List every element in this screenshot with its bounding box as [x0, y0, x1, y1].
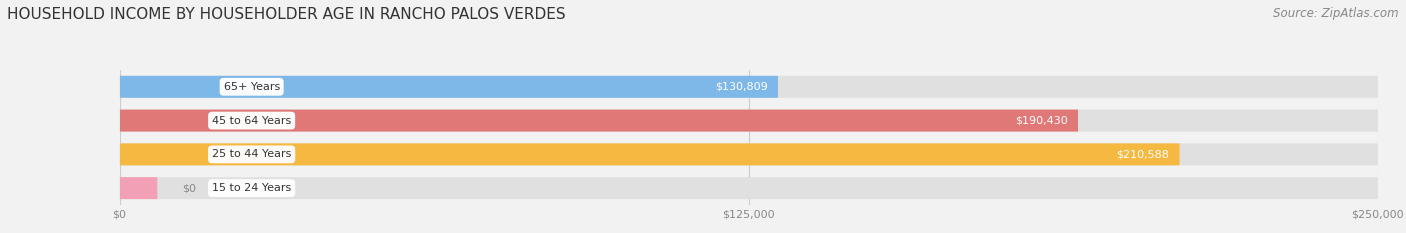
Text: 45 to 64 Years: 45 to 64 Years	[212, 116, 291, 126]
Text: $190,430: $190,430	[1015, 116, 1069, 126]
FancyBboxPatch shape	[120, 143, 1180, 165]
FancyBboxPatch shape	[120, 177, 1378, 199]
FancyBboxPatch shape	[120, 76, 778, 98]
Text: 25 to 44 Years: 25 to 44 Years	[212, 149, 291, 159]
FancyBboxPatch shape	[120, 177, 157, 199]
Text: 15 to 24 Years: 15 to 24 Years	[212, 183, 291, 193]
Text: $210,588: $210,588	[1116, 149, 1170, 159]
FancyBboxPatch shape	[120, 110, 1078, 132]
Text: HOUSEHOLD INCOME BY HOUSEHOLDER AGE IN RANCHO PALOS VERDES: HOUSEHOLD INCOME BY HOUSEHOLDER AGE IN R…	[7, 7, 565, 22]
Text: $130,809: $130,809	[716, 82, 768, 92]
Text: 65+ Years: 65+ Years	[224, 82, 280, 92]
FancyBboxPatch shape	[120, 76, 1378, 98]
Text: $0: $0	[183, 183, 197, 193]
FancyBboxPatch shape	[120, 143, 1378, 165]
FancyBboxPatch shape	[120, 110, 1378, 132]
Text: Source: ZipAtlas.com: Source: ZipAtlas.com	[1274, 7, 1399, 20]
